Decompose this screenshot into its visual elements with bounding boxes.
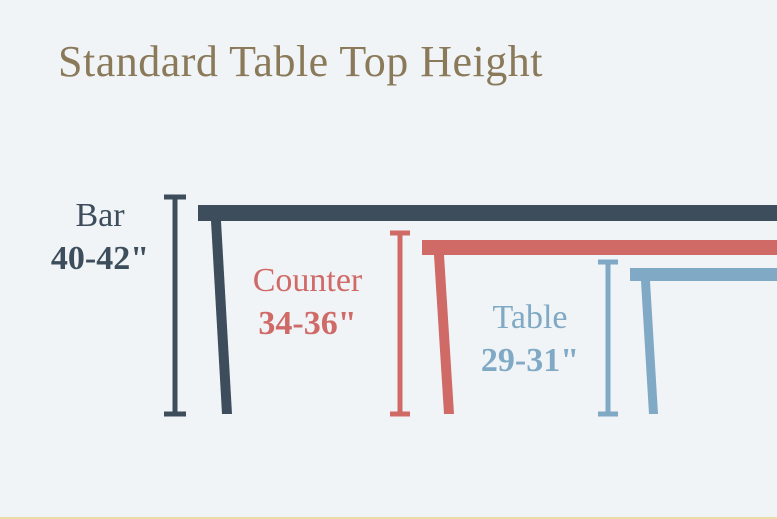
counter-name: Counter bbox=[230, 260, 385, 303]
bar-name: Bar bbox=[40, 195, 160, 238]
bar-label: Bar40-42" bbox=[40, 195, 160, 280]
table-name: Table bbox=[465, 297, 595, 340]
bar-height: 40-42" bbox=[40, 238, 160, 281]
counter-label: Counter34-36" bbox=[230, 260, 385, 345]
counter-height: 34-36" bbox=[230, 303, 385, 346]
table-label: Table29-31" bbox=[465, 297, 595, 382]
table-height: 29-31" bbox=[465, 340, 595, 383]
